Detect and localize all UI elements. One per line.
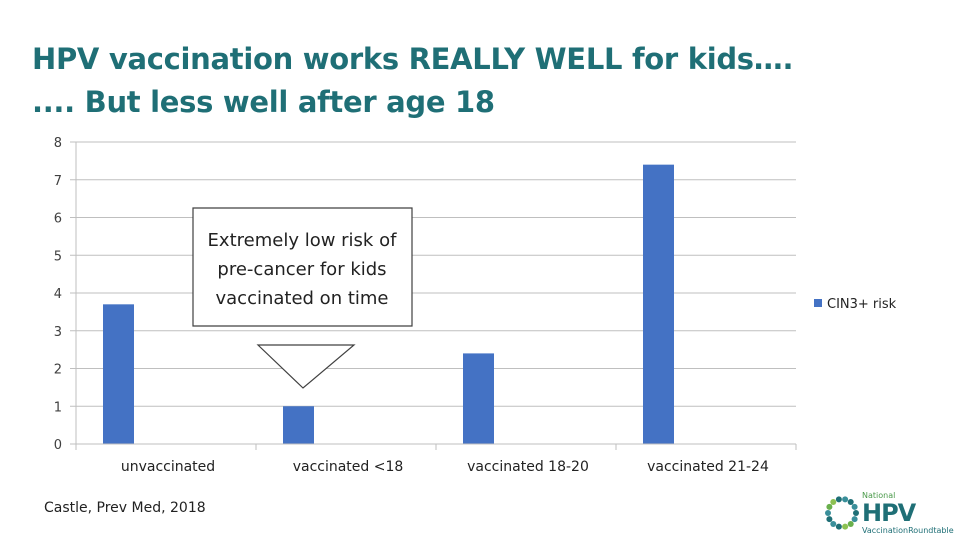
logo-bottom-word: VaccinationRoundtable bbox=[862, 526, 954, 535]
logo-dot bbox=[835, 496, 842, 503]
logo-dot bbox=[830, 520, 837, 527]
logo-main-word: HPV bbox=[862, 499, 916, 527]
y-tick-label: 3 bbox=[54, 325, 62, 340]
y-tick-label: 2 bbox=[54, 363, 62, 378]
bars bbox=[103, 164, 674, 444]
logo-ring-icon bbox=[825, 496, 859, 530]
legend-swatch bbox=[814, 299, 822, 307]
y-axis-ticks: 0 1 2 3 4 5 6 7 8 bbox=[54, 136, 76, 453]
x-category-label: vaccinated <18 bbox=[293, 459, 404, 475]
bar bbox=[103, 304, 134, 444]
logo-dot bbox=[847, 520, 854, 527]
annotation-callout: Extremely low risk of pre-cancer for kids… bbox=[192, 207, 413, 389]
logo-top-word: National bbox=[862, 491, 896, 500]
bar bbox=[463, 353, 494, 444]
x-category-label: vaccinated 18-20 bbox=[467, 459, 589, 475]
gridlines bbox=[76, 141, 796, 407]
callout-text-line: pre-cancer for kids bbox=[217, 259, 386, 280]
logo-dot bbox=[835, 523, 842, 530]
callout-text-line: vaccinated on time bbox=[215, 288, 388, 309]
title-line-2: .... But less well after age 18 bbox=[32, 85, 495, 119]
y-tick-label: 7 bbox=[54, 174, 62, 189]
logo-dot bbox=[853, 510, 859, 516]
y-tick-label: 6 bbox=[54, 212, 62, 227]
y-tick-label: 5 bbox=[54, 249, 62, 264]
legend: CIN3+ risk bbox=[814, 297, 897, 312]
logo-dot bbox=[826, 503, 833, 510]
source-citation: Castle, Prev Med, 2018 bbox=[44, 500, 206, 516]
y-tick-label: 4 bbox=[54, 287, 62, 302]
logo-dot bbox=[842, 496, 849, 503]
callout-arrow bbox=[256, 344, 356, 389]
legend-label: CIN3+ risk bbox=[827, 297, 897, 312]
bar bbox=[283, 406, 314, 444]
logo-dot bbox=[826, 516, 833, 523]
logo-dot bbox=[851, 503, 858, 510]
callout-text-line: Extremely low risk of bbox=[208, 230, 398, 251]
logo-dot bbox=[830, 499, 837, 506]
callout-box bbox=[192, 207, 413, 327]
slide-title: HPV vaccination works REALLY WELL for ki… bbox=[32, 38, 932, 124]
bar bbox=[643, 164, 674, 444]
logo-dot bbox=[847, 499, 854, 506]
logo-dot bbox=[842, 523, 849, 530]
logo-dot bbox=[825, 510, 831, 516]
hpv-roundtable-logo: National HPV VaccinationRoundtable bbox=[822, 490, 954, 536]
y-tick-label: 1 bbox=[54, 400, 62, 415]
title-line-1: HPV vaccination works REALLY WELL for ki… bbox=[32, 42, 794, 76]
y-tick-label: 8 bbox=[54, 136, 62, 151]
logo-dot bbox=[851, 516, 858, 523]
y-tick-label: 0 bbox=[54, 438, 62, 453]
axes bbox=[75, 142, 796, 445]
x-category-label: vaccinated 21-24 bbox=[647, 459, 769, 475]
x-category-label: unvaccinated bbox=[121, 459, 215, 475]
x-axis-labels: unvaccinated vaccinated <18 vaccinated 18-… bbox=[75, 444, 797, 475]
